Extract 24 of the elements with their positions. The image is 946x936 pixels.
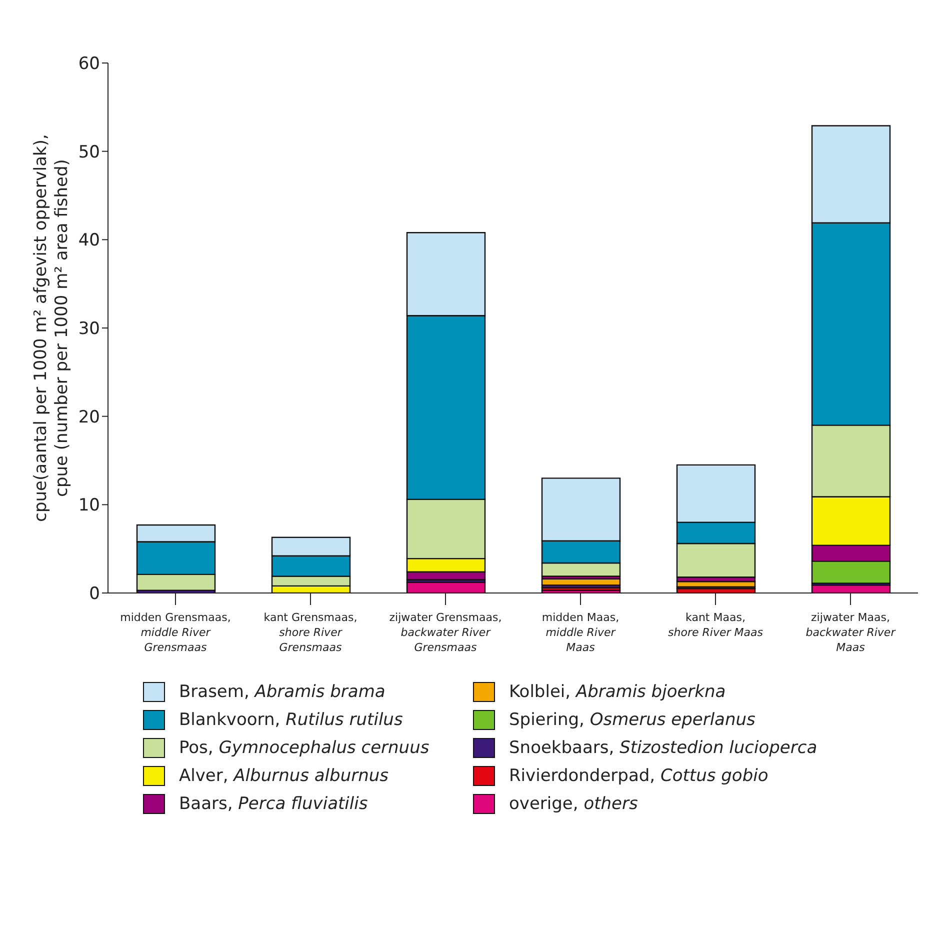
y-tick-label: 50 (78, 142, 100, 162)
legend-label: Rivierdonderpad, Cottus gobio (509, 766, 768, 786)
legend-label: Blankvoorn, Rutilus rutilus (179, 710, 403, 730)
x-tick-label: zijwater Grensmaas, backwater River Grensmaas (389, 611, 502, 654)
legend-label: Baars, Perca fluviatilis (179, 794, 368, 814)
y-axis-title: cpue(aantal per 1000 m² afgevist oppervlak), cpue (number per 1000 m² area fished) (31, 134, 72, 522)
y-tick-label: 10 (78, 496, 100, 516)
legend-label: Snoekbaars, Stizostedion lucioperca (509, 738, 818, 758)
x-tick-label: midden Grensmaas, middle River Grensmaas (120, 611, 231, 654)
x-tick-label: kant Grensmaas, shore River Grensmaas (264, 611, 358, 654)
y-tick-label: 40 (78, 230, 100, 251)
legend-label: Alver, Alburnus alburnus (179, 766, 388, 786)
legend-label: Kolblei, Abramis bjoerkna (509, 682, 726, 702)
y-tick-label: 30 (78, 319, 100, 340)
x-tick-label: zijwater Maas, backwater River Maas (806, 611, 897, 654)
legend-label: overige, others (509, 794, 638, 814)
legend-label: Pos, Gymnocephalus cernuus (179, 738, 430, 758)
y-tick-label: 20 (78, 407, 100, 428)
x-tick-label: kant Maas, shore River Maas (668, 611, 764, 639)
y-tick-label: 60 (78, 54, 100, 74)
x-tick-label: midden Maas, middle River Maas (542, 611, 620, 654)
y-tick-label: 0 (89, 584, 100, 604)
legend-label: Brasem, Abramis brama (179, 682, 386, 702)
legend-label: Spiering, Osmerus eperlanus (509, 710, 756, 730)
